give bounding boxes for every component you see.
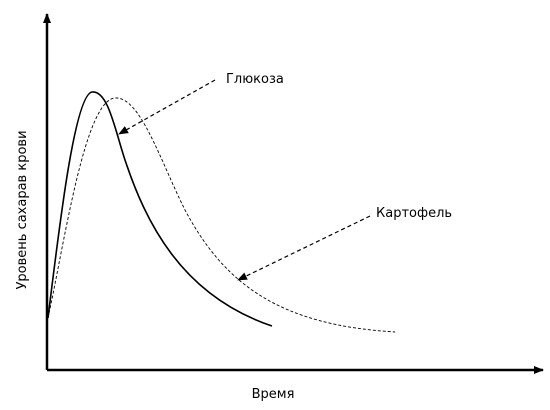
glucose-label: Глюкоза [226,72,284,87]
potato-label: Картофель [376,206,452,221]
glucose-curve [47,91,273,327]
glucose-pointer [118,79,216,135]
y-axis-label: Уровень сахарав крови [15,130,30,289]
potato-pointer [237,215,371,281]
x-axis-label: Время [252,387,295,402]
potato-curve [47,97,396,333]
